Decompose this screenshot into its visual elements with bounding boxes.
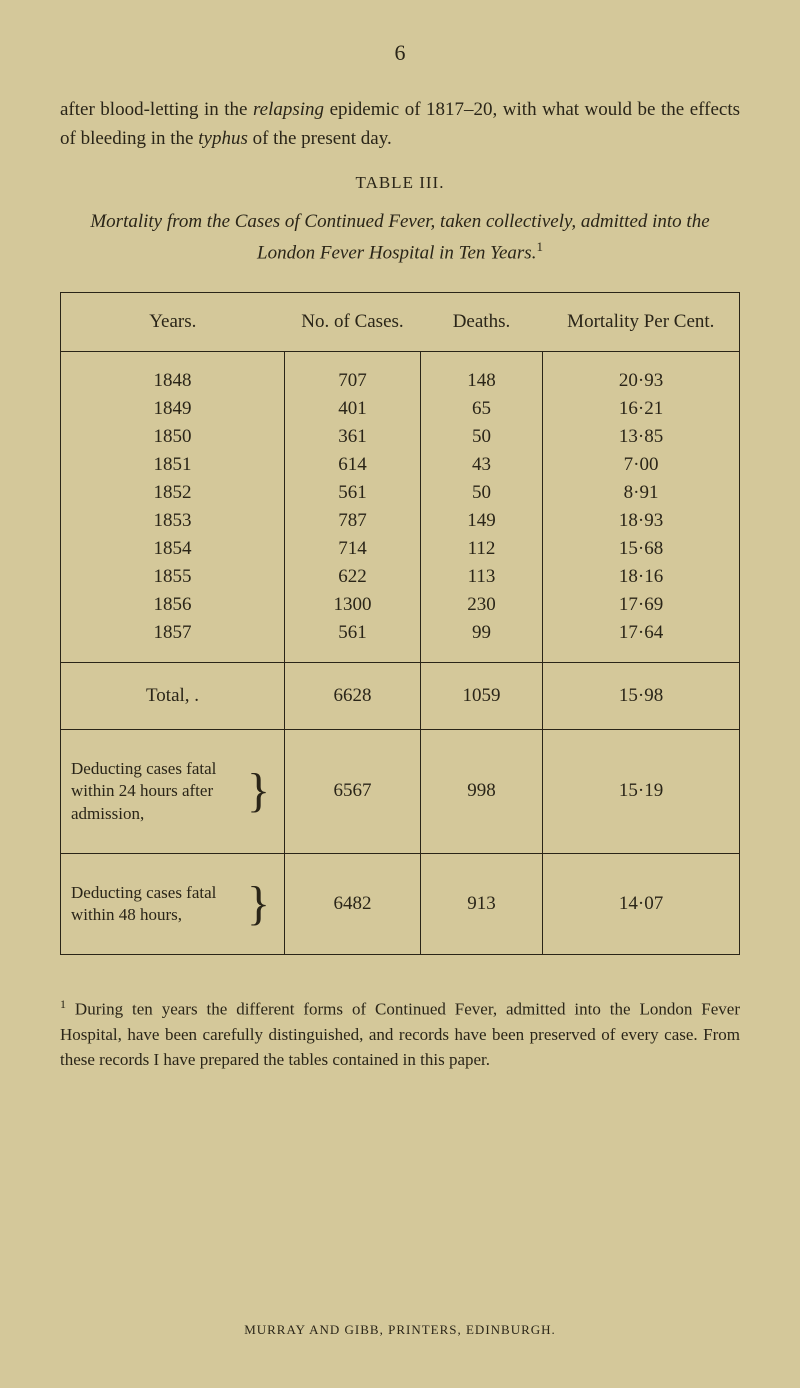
cell-year: 1852 [61,479,285,507]
intro-text-1: after blood-letting in the [60,99,253,120]
cell-cases: 707 [285,352,421,396]
header-deaths: Deaths. [420,293,542,352]
cell-year: 1857 [61,619,285,663]
table-row: 1852561508·91 [61,479,740,507]
cell-deaths: 113 [420,563,542,591]
cell-cases: 714 [285,535,421,563]
table-row: 184870714820·93 [61,352,740,396]
intro-text-3: of the present day. [248,128,392,149]
table-row: 185471411215·68 [61,535,740,563]
cell-mortality: 17·69 [543,591,740,619]
deduct-row-2: Deducting cases fatal within 48 hours,} … [61,853,740,954]
cell-deaths: 50 [420,479,542,507]
cell-year: 1856 [61,591,285,619]
total-mortality: 15·98 [543,663,740,730]
cell-deaths: 99 [420,619,542,663]
cell-mortality: 16·21 [543,395,740,423]
cell-deaths: 65 [420,395,542,423]
table-row: 1856130023017·69 [61,591,740,619]
intro-paragraph: after blood-letting in the relapsing epi… [60,96,740,153]
total-row: Total, . 6628 1059 15·98 [61,663,740,730]
table-row: 185562211318·16 [61,563,740,591]
cell-deaths: 230 [420,591,542,619]
imprint: MURRAY AND GIBB, PRINTERS, EDINBURGH. [0,1322,800,1338]
footnote-text: During ten years the different forms of … [60,999,740,1069]
table-header-row: Years. No. of Cases. Deaths. Mortality P… [61,293,740,352]
table-label: TABLE III. [60,173,740,193]
cell-mortality: 17·64 [543,619,740,663]
header-mortality: Mortality Per Cent. [543,293,740,352]
caption-superscript: 1 [536,239,543,254]
cell-cases: 614 [285,451,421,479]
table-row: 18575619917·64 [61,619,740,663]
total-cases: 6628 [285,663,421,730]
cell-year: 1851 [61,451,285,479]
cell-cases: 361 [285,423,421,451]
deduct-label-2: Deducting cases fatal within 48 hours,} [61,853,285,954]
header-years: Years. [61,293,285,352]
deduct-deaths-1: 998 [420,730,542,853]
deduct-cases-1: 6567 [285,730,421,853]
table-body: 184870714820·93 18494016516·21 185036150… [61,352,740,663]
caption-text: Mortality from the Cases of Continued Fe… [90,211,709,263]
brace-icon: } [247,772,270,810]
cell-deaths: 50 [420,423,542,451]
cell-cases: 561 [285,619,421,663]
mortality-table: Years. No. of Cases. Deaths. Mortality P… [60,292,740,954]
deduct-text-1: Deducting cases fatal within 24 hours af… [71,759,216,822]
table-row: 1851614437·00 [61,451,740,479]
cell-mortality: 18·93 [543,507,740,535]
cell-cases: 1300 [285,591,421,619]
deduct-mortality-2: 14·07 [543,853,740,954]
header-cases: No. of Cases. [285,293,421,352]
cell-mortality: 7·00 [543,451,740,479]
brace-icon: } [247,885,270,923]
page-number: 6 [60,40,740,66]
table-row: 18503615013·85 [61,423,740,451]
cell-mortality: 20·93 [543,352,740,396]
intro-italic-1: relapsing [253,99,324,120]
cell-year: 1850 [61,423,285,451]
deduct-deaths-2: 913 [420,853,542,954]
total-deaths: 1059 [420,663,542,730]
cell-cases: 401 [285,395,421,423]
cell-deaths: 149 [420,507,542,535]
cell-year: 1854 [61,535,285,563]
cell-mortality: 8·91 [543,479,740,507]
deduct-label-1: Deducting cases fatal within 24 hours af… [61,730,285,853]
cell-mortality: 15·68 [543,535,740,563]
cell-deaths: 148 [420,352,542,396]
cell-deaths: 43 [420,451,542,479]
intro-italic-2: typhus [198,128,248,149]
table-row: 18494016516·21 [61,395,740,423]
deduct-row-1: Deducting cases fatal within 24 hours af… [61,730,740,853]
cell-mortality: 18·16 [543,563,740,591]
cell-year: 1855 [61,563,285,591]
cell-year: 1849 [61,395,285,423]
deduct-cases-2: 6482 [285,853,421,954]
deduct-mortality-1: 15·19 [543,730,740,853]
cell-deaths: 112 [420,535,542,563]
cell-mortality: 13·85 [543,423,740,451]
table-caption: Mortality from the Cases of Continued Fe… [60,208,740,267]
cell-year: 1848 [61,352,285,396]
deduct-text-2: Deducting cases fatal within 48 hours, [71,883,216,924]
total-label: Total, . [61,663,285,730]
cell-cases: 787 [285,507,421,535]
cell-cases: 622 [285,563,421,591]
footnote: 1 During ten years the different forms o… [60,995,740,1073]
cell-cases: 561 [285,479,421,507]
cell-year: 1853 [61,507,285,535]
table-row: 185378714918·93 [61,507,740,535]
